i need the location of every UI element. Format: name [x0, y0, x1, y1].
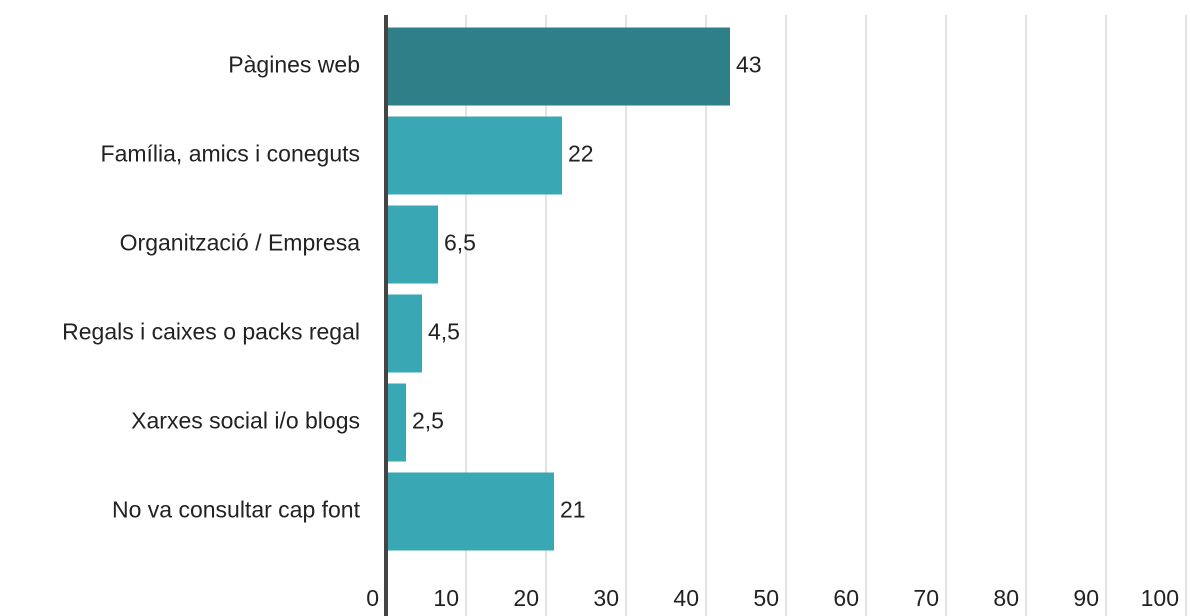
x-tick-label: 90: [1073, 585, 1099, 611]
y-tick-label: Pàgines web: [228, 52, 360, 78]
y-tick-label: Organització / Empresa: [120, 230, 361, 256]
bar: [386, 383, 406, 462]
y-tick-label: Família, amics i coneguts: [101, 141, 360, 167]
x-tick-label: 40: [673, 585, 699, 611]
x-tick-label: 60: [833, 585, 859, 611]
y-tick-label: Regals i caixes o packs regal: [62, 319, 360, 345]
data-label: 43: [736, 52, 762, 78]
x-tick-label: 100: [1141, 585, 1179, 611]
bar: [386, 205, 438, 284]
x-tick-label: 10: [433, 585, 459, 611]
x-tick-label: 0: [366, 585, 379, 611]
data-label: 6,5: [444, 230, 476, 256]
data-label: 22: [568, 141, 594, 167]
x-tick-label: 70: [913, 585, 939, 611]
data-label: 2,5: [412, 408, 444, 434]
bar: [386, 294, 422, 373]
data-label: 21: [560, 497, 586, 523]
bar: [386, 116, 562, 195]
x-tick-label: 30: [593, 585, 619, 611]
y-tick-label: Xarxes social i/o blogs: [131, 408, 360, 434]
data-label: 4,5: [428, 319, 460, 345]
bar: [386, 472, 554, 551]
bar: [386, 27, 730, 106]
y-tick-label: No va consultar cap font: [112, 497, 361, 523]
x-tick-label: 50: [753, 585, 779, 611]
x-tick-label: 80: [993, 585, 1019, 611]
x-tick-label: 20: [513, 585, 539, 611]
